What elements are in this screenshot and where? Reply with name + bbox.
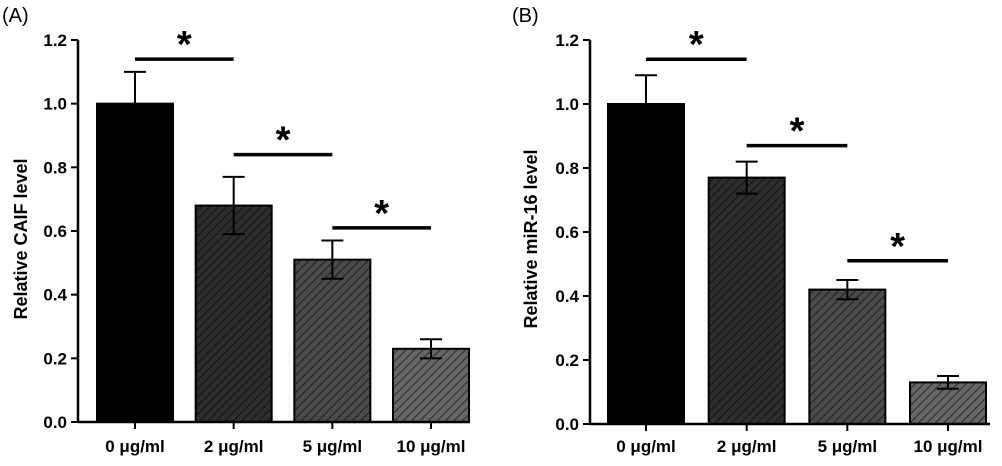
x-tick-label: 0 μg/ml	[105, 437, 165, 456]
panel-label: (A)	[2, 5, 29, 27]
x-tick-label: 5 μg/ml	[303, 437, 363, 456]
y-tick-label: 0.4	[43, 286, 67, 305]
plot-area: 0 μg/ml 2 μg/ml 5 μg/ml 10 μg/ml 0.0 0.2 0.4 0.…	[43, 24, 471, 456]
panel-b: (B) Relative miR-16 level 0 μg/ml 2 μg/ml…	[512, 5, 990, 456]
significance-star: *	[177, 24, 192, 66]
y-tick-label: 0.8	[555, 159, 579, 178]
y-tick-label: 1.2	[555, 31, 579, 50]
y-tick-label: 0.8	[43, 158, 67, 177]
y-tick-label: 0.6	[43, 222, 67, 241]
bar-hatch	[708, 177, 785, 424]
bar	[97, 103, 173, 423]
x-tick-label: 10 μg/ml	[397, 437, 466, 456]
x-tick-label: 5 μg/ml	[818, 437, 878, 456]
x-tick-label: 10 μg/ml	[914, 437, 983, 456]
bar-hatch	[393, 348, 470, 422]
significance-star: *	[890, 226, 905, 268]
x-tick-label: 0 μg/ml	[616, 437, 676, 456]
y-tick-label: 1.2	[43, 31, 67, 50]
significance-star: *	[276, 120, 291, 162]
y-tick-label: 0.6	[555, 223, 579, 242]
panel-a: (A) Relative CAIF level 0 μg/ml 2 μg/ml 5 …	[2, 5, 471, 456]
bar-hatch	[294, 259, 371, 422]
y-axis-label: Relative CAIF level	[11, 158, 31, 319]
x-tick-label: 2 μg/ml	[204, 437, 264, 456]
y-tick-label: 0.0	[555, 415, 579, 434]
plot-area: 0 μg/ml 2 μg/ml 5 μg/ml 10 μg/ml 0.0 0.2 0.4 0.…	[555, 24, 990, 456]
y-axis-label: Relative miR-16 level	[521, 149, 541, 328]
significance-star: *	[790, 111, 805, 153]
bar-hatch	[195, 205, 272, 422]
y-tick-label: 0.0	[43, 413, 67, 432]
y-tick-label: 1.0	[555, 95, 579, 114]
bar	[608, 104, 684, 424]
x-tick-label: 2 μg/ml	[717, 437, 777, 456]
significance-star: *	[689, 24, 704, 66]
panel-label: (B)	[512, 5, 539, 27]
y-tick-label: 0.2	[555, 351, 579, 370]
bar-hatch	[809, 289, 886, 424]
y-tick-label: 0.2	[43, 349, 67, 368]
significance-star: *	[374, 193, 389, 235]
y-tick-label: 1.0	[43, 95, 67, 114]
y-tick-label: 0.4	[555, 287, 579, 306]
